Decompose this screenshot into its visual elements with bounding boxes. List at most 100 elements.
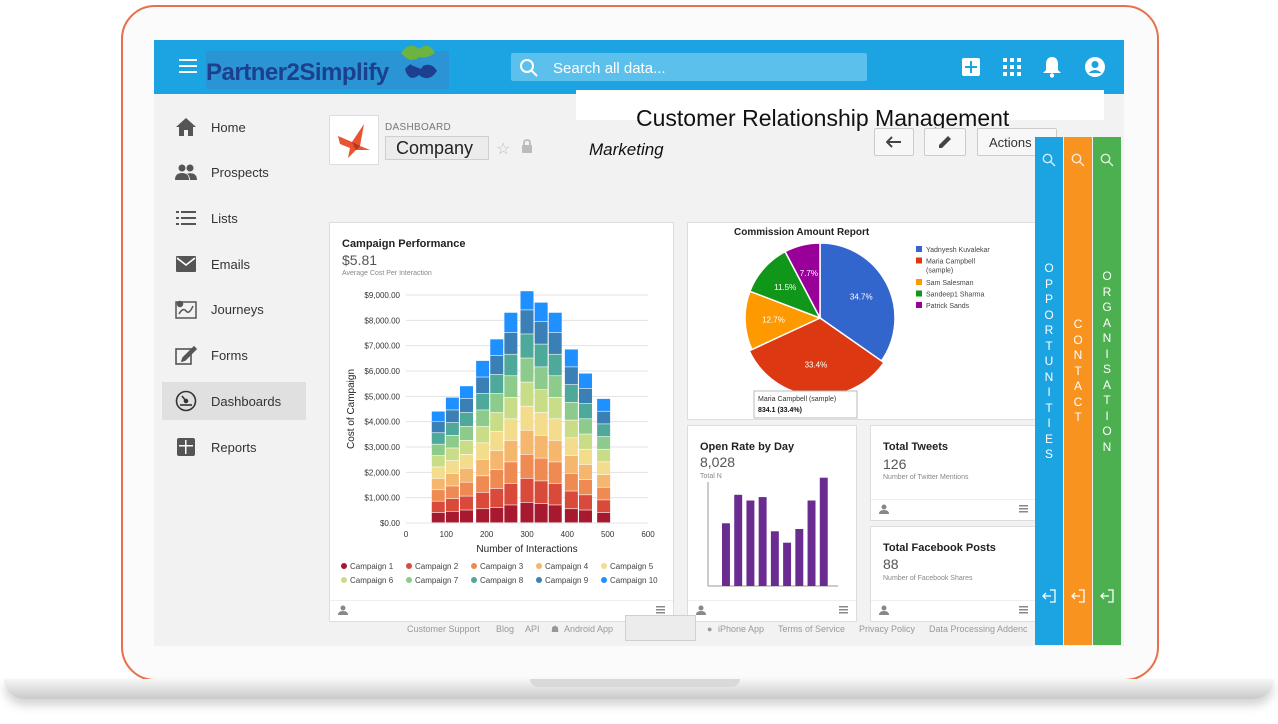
bell-icon[interactable] xyxy=(1040,55,1064,79)
tweets-value: 126 xyxy=(883,456,907,472)
footer-link-api[interactable]: API xyxy=(525,624,540,634)
opportunities-panel[interactable]: O P P O R T U N I T I E S xyxy=(1035,137,1063,645)
legend-label: Campaign 1 xyxy=(350,562,394,571)
sidebar-item-lists[interactable]: Lists xyxy=(162,199,306,237)
user-icon[interactable] xyxy=(879,605,889,615)
bar-segment xyxy=(504,397,518,419)
legend-marker xyxy=(601,577,607,583)
legend-label: Patrick Sands xyxy=(926,303,970,310)
apps-grid-icon[interactable] xyxy=(1000,55,1024,79)
company-name[interactable]: Company xyxy=(385,136,489,160)
bar-segment xyxy=(520,291,534,310)
total-tweets-card: Total Tweets 126 Number of Twitter Menti… xyxy=(870,425,1037,521)
bar-segment xyxy=(504,354,518,376)
bar-segment xyxy=(504,333,518,354)
footer-link-privacy[interactable]: Privacy Policy xyxy=(859,624,916,634)
menu-icon[interactable] xyxy=(179,59,197,73)
bar-segment xyxy=(534,435,548,458)
pie-slice xyxy=(744,290,822,351)
organisation-panel[interactable]: O R G A N I S A T I O N xyxy=(1093,137,1121,645)
footer-link-iphone[interactable]: iPhone App xyxy=(718,624,765,634)
legend-marker xyxy=(601,563,607,569)
bar-segment xyxy=(504,376,518,397)
bar-segment xyxy=(504,505,518,523)
bar-segment xyxy=(476,360,490,377)
crm-banner xyxy=(576,90,1104,120)
user-icon[interactable] xyxy=(338,605,348,615)
x-tick-label: 0 xyxy=(404,530,409,539)
organisation-label: O R G A N I S A T I O N xyxy=(1102,269,1112,454)
bar-segment xyxy=(460,386,473,399)
bar-segment xyxy=(445,410,459,423)
bar-segment xyxy=(548,483,562,505)
footer-link-blog[interactable]: Blog xyxy=(496,624,515,634)
sidebar-item-reports[interactable]: Reports xyxy=(162,428,306,466)
open-rate-bar-chart xyxy=(707,477,838,587)
search-icon[interactable] xyxy=(1100,153,1114,167)
edit-button[interactable] xyxy=(924,128,966,156)
bar-segment xyxy=(597,512,611,523)
x-tick-label: 200 xyxy=(480,530,494,539)
list-view-icon[interactable] xyxy=(839,606,848,614)
footer-placeholder-box xyxy=(625,615,696,641)
sidebar-item-home[interactable]: Home xyxy=(162,108,306,146)
bar-segment xyxy=(476,443,490,460)
bar-segment xyxy=(578,373,592,389)
search-icon[interactable] xyxy=(1071,153,1085,167)
dashboard-kicker: DASHBOARD xyxy=(385,122,452,133)
back-button[interactable] xyxy=(874,128,914,156)
bar-segment xyxy=(431,512,445,523)
bar-segment xyxy=(490,355,504,375)
footer-link-terms[interactable]: Terms of Service xyxy=(778,624,846,634)
sidebar-item-emails[interactable]: Emails xyxy=(162,245,306,283)
search-bar[interactable] xyxy=(511,53,867,81)
star-icon[interactable]: ☆ xyxy=(496,141,511,158)
sidebar-item-journeys[interactable]: Journeys xyxy=(162,290,306,328)
open-rate-subtitle: Total N xyxy=(700,473,722,480)
x-tick-label: 100 xyxy=(440,530,454,539)
bar-segment xyxy=(520,454,534,479)
bar xyxy=(819,477,828,586)
tooltip-label: Maria Campbell (sample) xyxy=(758,396,836,403)
bar-segment xyxy=(476,492,490,509)
account-icon[interactable] xyxy=(1083,55,1107,79)
bar-segment xyxy=(548,354,562,376)
bar-segment xyxy=(548,505,562,523)
user-icon[interactable] xyxy=(879,504,889,514)
search-icon[interactable] xyxy=(1042,153,1056,167)
app-logo[interactable]: Partner2Simplify xyxy=(206,45,449,89)
user-icon[interactable] xyxy=(696,605,706,615)
legend-marker xyxy=(536,577,542,583)
footer-link-android[interactable]: Android App xyxy=(564,624,614,634)
pie-data-label: 11.5% xyxy=(774,283,796,292)
crm-title: Customer Relationship Management xyxy=(636,105,1010,131)
pie-data-label: 7.7% xyxy=(800,269,818,278)
legend-swatch xyxy=(916,246,922,252)
bar-segment xyxy=(548,440,562,462)
footer-link-dpa[interactable]: Data Processing Addenc xyxy=(929,624,1028,634)
plus-icon[interactable] xyxy=(959,55,983,79)
legend-label: Campaign 9 xyxy=(545,576,589,585)
exit-icon[interactable] xyxy=(1042,589,1056,603)
bar-segment xyxy=(564,455,578,473)
contact-panel[interactable]: C O N T A C T xyxy=(1064,137,1092,645)
search-input[interactable] xyxy=(551,57,855,79)
bar-segment xyxy=(460,482,473,496)
bar-segment xyxy=(578,495,592,510)
list-view-icon[interactable] xyxy=(1019,505,1028,513)
bar-segment xyxy=(490,339,504,356)
journey-map-icon xyxy=(175,298,197,320)
sidebar-item-dashboards[interactable]: Dashboards xyxy=(162,382,306,420)
list-view-icon[interactable] xyxy=(656,606,665,614)
y-tick-label: $8,000.00 xyxy=(364,316,400,325)
bar-segment xyxy=(445,498,459,511)
bar-segment xyxy=(445,460,459,473)
exit-icon[interactable] xyxy=(1100,589,1114,603)
footer-link-support[interactable]: Customer Support xyxy=(407,624,481,634)
sidebar-item-forms[interactable]: Forms xyxy=(162,336,306,374)
sidebar-item-prospects[interactable]: Prospects xyxy=(162,153,306,191)
exit-icon[interactable] xyxy=(1071,589,1085,603)
bar xyxy=(758,497,767,586)
list-view-icon[interactable] xyxy=(1019,606,1028,614)
bar-segment xyxy=(520,310,534,334)
